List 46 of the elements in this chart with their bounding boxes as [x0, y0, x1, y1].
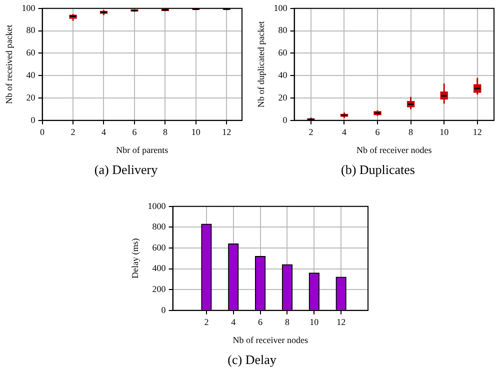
- y-tick-label: 20: [26, 92, 36, 102]
- y-tick-label: 20: [278, 92, 288, 102]
- y-tick-label: 100: [274, 2, 288, 13]
- x-tick-label: 6: [258, 317, 264, 328]
- x-axis-title: Nb of receiver nodes: [356, 144, 432, 155]
- y-tick-label: 0: [30, 114, 36, 125]
- x-tick-label: 4: [342, 127, 347, 138]
- x-tick-label: 2: [70, 127, 76, 138]
- x-tick-label: 12: [472, 127, 482, 138]
- y-axis-title: Delay (ms): [130, 238, 140, 279]
- y-tick-label: 800: [152, 222, 166, 232]
- x-tick-label: 2: [204, 317, 209, 328]
- x-tick-label: 8: [408, 127, 414, 138]
- x-tick-label: 10: [191, 127, 201, 138]
- x-axis-title: Nbr of parents: [116, 144, 169, 155]
- y-tick-label: 80: [26, 25, 36, 36]
- x-tick-label: 2: [308, 127, 314, 138]
- y-tick-label: 80: [278, 25, 288, 36]
- y-tick-label: 60: [26, 48, 36, 58]
- y-tick-label: 0: [282, 114, 288, 125]
- x-tick-label: 12: [222, 127, 232, 138]
- x-tick-label: 10: [440, 127, 450, 138]
- text: (c) Delay: [226, 352, 278, 368]
- x-tick-label: 8: [162, 127, 168, 138]
- y-tick-label: 1000: [148, 200, 166, 211]
- x-tick-label: 12: [336, 317, 346, 328]
- text: (a) Delivery: [93, 162, 159, 178]
- x-tick-label: 8: [284, 317, 290, 328]
- y-tick-label: 400: [152, 263, 166, 274]
- y-tick-label: 60: [278, 48, 288, 58]
- y-axis-title: Nb of received packet: [4, 24, 14, 104]
- x-tick-label: 0: [40, 127, 46, 138]
- y-tick-label: 40: [278, 70, 288, 80]
- x-tick-label: 10: [310, 317, 320, 328]
- y-axis-title: Nb of duplicated packet: [256, 20, 266, 108]
- x-tick-label: 6: [375, 127, 380, 138]
- x-tick-label: 4: [231, 317, 236, 328]
- text: (b) Duplicates: [340, 162, 416, 178]
- y-tick-label: 40: [26, 70, 36, 80]
- x-tick-label: 4: [101, 127, 106, 138]
- y-tick-label: 200: [152, 284, 166, 294]
- x-axis-title: Nb of receiver nodes: [232, 334, 309, 345]
- x-tick-label: 6: [132, 127, 138, 138]
- y-tick-label: 0: [161, 304, 166, 315]
- y-tick-label: 100: [22, 2, 36, 13]
- y-tick-label: 600: [152, 242, 166, 252]
